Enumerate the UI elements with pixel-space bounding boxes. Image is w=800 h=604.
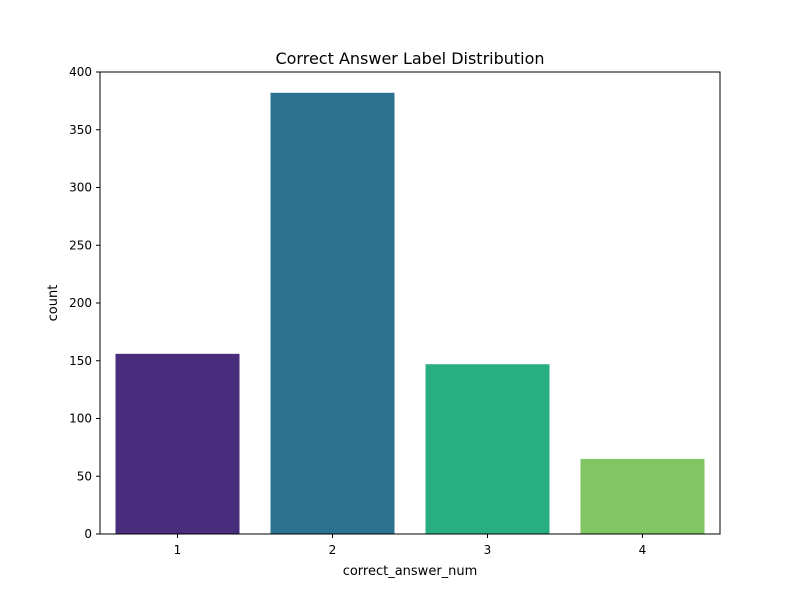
y-axis-ticks: 0 50 100 150 200 250 300 350 400 [69,65,100,541]
x-tick-label: 1 [174,543,182,557]
chart-title: Correct Answer Label Distribution [275,49,544,68]
x-axis-ticks: 1 2 3 4 [174,534,647,557]
y-tick-label: 200 [69,296,92,310]
bar-1 [115,353,240,534]
x-tick-label: 3 [484,543,492,557]
y-tick-label: 350 [69,123,92,137]
y-axis-label: count [46,285,61,322]
y-tick-label: 150 [69,354,92,368]
bar-3 [425,364,550,534]
y-tick-label: 0 [84,527,92,541]
x-tick-label: 4 [639,543,647,557]
plot-frame [99,71,721,535]
bar-4 [580,458,705,534]
x-axis-label: correct_answer_num [343,564,478,579]
y-tick-label: 400 [69,65,92,79]
bar-2 [270,92,395,534]
y-tick-label: 250 [69,238,92,252]
y-tick-label: 100 [69,412,92,426]
y-tick-label: 300 [69,181,92,195]
x-tick-label: 2 [329,543,337,557]
bars [115,92,705,534]
y-tick-label: 50 [77,469,92,483]
